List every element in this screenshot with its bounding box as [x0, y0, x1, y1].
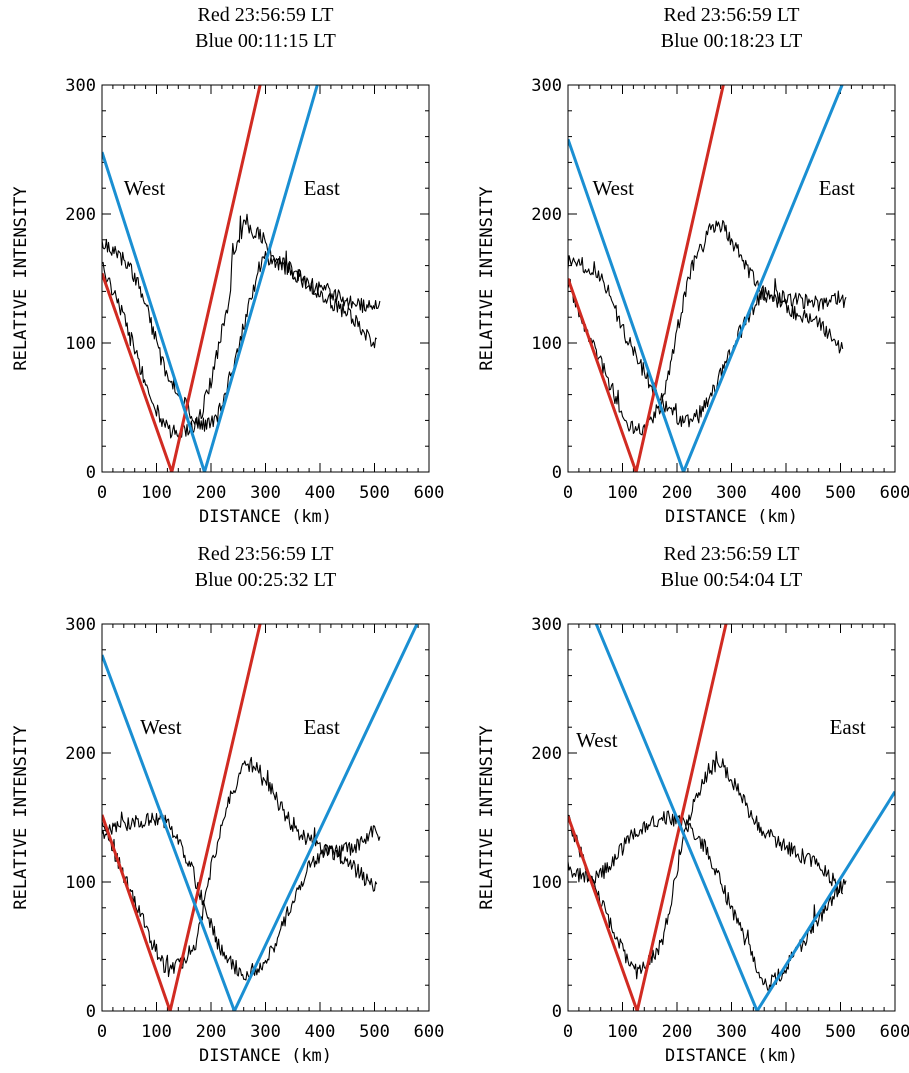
annotation-label: East — [819, 176, 855, 200]
x-tick-label: 400 — [305, 483, 336, 503]
tick-marks — [567, 84, 896, 473]
observed-profile-line — [568, 255, 847, 428]
plot-area — [568, 85, 847, 472]
plot-frame — [101, 623, 430, 1012]
observed-profile-line — [102, 756, 378, 978]
fit-line — [102, 85, 262, 472]
x-tick-label: 600 — [414, 483, 445, 503]
x-tick-label: 200 — [196, 483, 227, 503]
panel-title-line: Red 23:56:59 LT — [664, 4, 800, 26]
plot-area — [568, 624, 895, 1011]
y-tick-label: 200 — [531, 205, 562, 225]
panel-title-line: Red 23:56:59 LT — [664, 543, 800, 565]
fit-line — [568, 85, 725, 472]
y-tick-label: 300 — [65, 76, 96, 96]
x-tick-label: 500 — [359, 1022, 390, 1042]
y-axis-label: RELATIVE INTENSITY — [477, 725, 497, 909]
y-tick-label: 0 — [86, 1002, 96, 1022]
annotation-label: West — [593, 176, 635, 200]
x-tick-label: 0 — [97, 1022, 107, 1042]
y-tick-label: 0 — [86, 463, 96, 483]
x-tick-label: 200 — [662, 483, 693, 503]
x-axis-label: DISTANCE (km) — [199, 1046, 332, 1066]
observed-profile-line — [102, 213, 378, 439]
x-tick-label: 100 — [607, 483, 638, 503]
y-tick-label: 0 — [552, 1002, 562, 1022]
observed-profile-line — [102, 809, 381, 981]
fit-line — [102, 85, 319, 472]
annotation-label: East — [830, 715, 866, 739]
x-tick-label: 0 — [563, 1022, 573, 1042]
panel-title-line: Blue 00:54:04 LT — [661, 569, 802, 591]
plot-area — [102, 624, 419, 1011]
y-tick-label: 300 — [531, 615, 562, 635]
observed-profile-line — [568, 810, 847, 992]
x-tick-label: 400 — [771, 1022, 802, 1042]
y-axis-label: RELATIVE INTENSITY — [11, 725, 31, 909]
x-tick-label: 0 — [97, 483, 107, 503]
x-tick-label: 600 — [414, 1022, 445, 1042]
panel-title-line: Red 23:56:59 LT — [198, 543, 334, 565]
y-tick-label: 200 — [65, 744, 96, 764]
x-tick-label: 600 — [880, 483, 909, 503]
y-tick-label: 100 — [65, 873, 96, 893]
x-tick-label: 100 — [141, 1022, 172, 1042]
x-tick-label: 300 — [250, 483, 281, 503]
annotation-label: East — [304, 715, 340, 739]
x-tick-label: 600 — [880, 1022, 909, 1042]
panel-title-line: Blue 00:11:15 LT — [195, 30, 336, 52]
x-axis-label: DISTANCE (km) — [665, 1046, 798, 1066]
y-axis-label: RELATIVE INTENSITY — [11, 186, 31, 370]
panel-title-line: Blue 00:25:32 LT — [195, 569, 336, 591]
y-tick-label: 0 — [552, 463, 562, 483]
plot-frame — [567, 623, 896, 1012]
y-axis-label: RELATIVE INTENSITY — [477, 186, 497, 370]
y-tick-label: 100 — [531, 334, 562, 354]
plot-frame — [101, 84, 430, 473]
panel-2: Red 23:56:59 LT Blue 00:18:23 LT 0 100 200 30… — [477, 4, 909, 527]
x-tick-label: 300 — [250, 1022, 281, 1042]
panel-3: Red 23:56:59 LT Blue 00:25:32 LT 0 100 200 30… — [11, 543, 444, 1066]
tick-marks — [101, 623, 430, 1012]
x-tick-label: 300 — [716, 1022, 747, 1042]
x-tick-label: 300 — [716, 483, 747, 503]
y-tick-label: 100 — [65, 334, 96, 354]
y-tick-label: 100 — [531, 873, 562, 893]
annotation-label: West — [140, 715, 182, 739]
x-tick-label: 500 — [825, 1022, 856, 1042]
plot-frame — [567, 84, 896, 473]
plot-area — [102, 85, 381, 472]
annotation-label: West — [124, 176, 166, 200]
x-axis-label: DISTANCE (km) — [665, 507, 798, 527]
y-tick-label: 200 — [531, 744, 562, 764]
x-tick-label: 0 — [563, 483, 573, 503]
x-tick-label: 100 — [607, 1022, 638, 1042]
y-tick-label: 300 — [65, 615, 96, 635]
observed-profile-line — [568, 750, 844, 980]
fit-line — [594, 624, 895, 1011]
x-tick-label: 100 — [141, 483, 172, 503]
fit-line — [102, 624, 262, 1011]
annotation-label: East — [304, 176, 340, 200]
panel-title-line: Red 23:56:59 LT — [198, 4, 334, 26]
x-axis-label: DISTANCE (km) — [199, 507, 332, 527]
panel-title-line: Blue 00:18:23 LT — [661, 30, 802, 52]
observed-profile-line — [568, 220, 844, 436]
x-tick-label: 200 — [196, 1022, 227, 1042]
y-tick-label: 200 — [65, 205, 96, 225]
annotation-label: West — [576, 728, 618, 752]
fit-line — [568, 85, 844, 472]
x-tick-label: 200 — [662, 1022, 693, 1042]
panel-4: Red 23:56:59 LT Blue 00:54:04 LT 0 100 200 30… — [477, 543, 909, 1066]
y-tick-label: 300 — [531, 76, 562, 96]
fit-line — [102, 624, 419, 1011]
x-tick-label: 500 — [359, 483, 390, 503]
observed-profile-line — [102, 238, 381, 432]
x-tick-label: 400 — [771, 483, 802, 503]
fit-line — [568, 624, 728, 1011]
x-tick-label: 500 — [825, 483, 856, 503]
x-tick-label: 400 — [305, 1022, 336, 1042]
panel-1: Red 23:56:59 LT Blue 00:11:15 LT 0 100 200 30… — [11, 4, 444, 527]
